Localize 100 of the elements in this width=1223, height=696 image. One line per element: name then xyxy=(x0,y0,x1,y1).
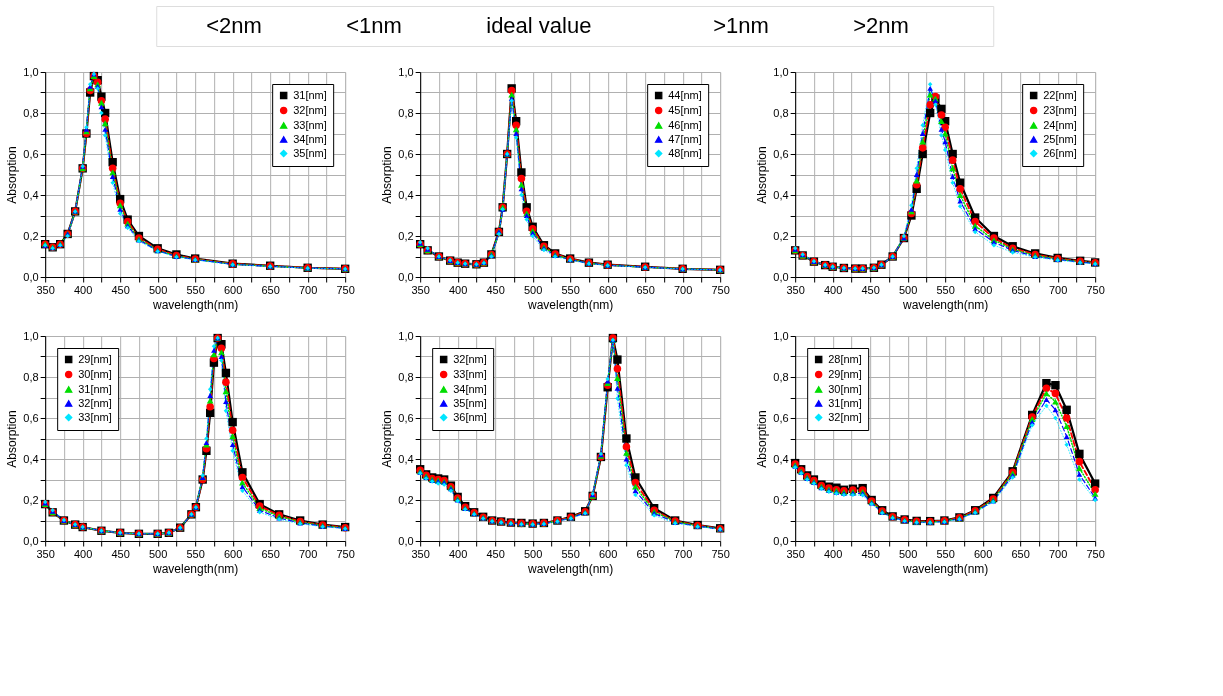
y-tick-label: 1,0 xyxy=(773,329,789,342)
y-tick-label: 1,0 xyxy=(773,65,789,78)
y-axis-title: Absorption xyxy=(5,410,20,468)
y-tick-label: 0,0 xyxy=(23,534,39,547)
y-axis-title: Absorption xyxy=(755,410,770,468)
y-axis-title: Absorption xyxy=(380,146,395,204)
x-tick-label: 550 xyxy=(186,283,205,296)
y-tick-label: 0,4 xyxy=(23,188,39,201)
legend-label: 32[nm] xyxy=(453,352,487,365)
text: ideal value xyxy=(486,13,592,38)
y-tick-label: 1,0 xyxy=(398,329,414,342)
y-tick-label: 0,6 xyxy=(398,411,414,424)
x-tick-label: 550 xyxy=(561,283,580,296)
y-tick-label: 1,0 xyxy=(23,329,39,342)
x-tick-label: 650 xyxy=(636,283,655,296)
y-tick-label: 0,2 xyxy=(773,493,789,506)
legend-label: 33[nm] xyxy=(453,367,487,380)
x-tick-label: 500 xyxy=(148,283,168,296)
x-axis-title: wavelength(nm) xyxy=(151,561,239,576)
x-tick-label: 750 xyxy=(1086,547,1105,560)
legend-label: 23[nm] xyxy=(1043,103,1077,116)
legend-label: 44[nm] xyxy=(668,88,702,101)
x-tick-label: 750 xyxy=(336,283,355,296)
x-tick-label: 550 xyxy=(936,547,955,560)
x-tick-label: 550 xyxy=(561,547,580,560)
legend-label: 31[nm] xyxy=(293,88,327,101)
x-tick-label: 450 xyxy=(861,547,880,560)
x-tick-label: 750 xyxy=(711,547,730,560)
x-tick-label: 700 xyxy=(673,547,693,560)
x-tick-label: 600 xyxy=(598,283,618,296)
x-tick-label: 450 xyxy=(111,283,130,296)
x-axis-title: wavelength(nm) xyxy=(526,297,614,312)
x-tick-label: 700 xyxy=(1048,283,1068,296)
y-tick-label: 0,0 xyxy=(23,270,39,283)
y-tick-label: 0,0 xyxy=(398,270,414,283)
x-tick-label: 350 xyxy=(36,547,55,560)
x-tick-label: 750 xyxy=(336,547,355,560)
legend-label: 30[nm] xyxy=(78,367,112,380)
y-axis-title: Absorption xyxy=(5,146,20,204)
x-axis-title: wavelength(nm) xyxy=(901,297,989,312)
text: <1nm xyxy=(346,13,402,38)
legend-label: 28[nm] xyxy=(828,352,862,365)
y-tick-label: 0,2 xyxy=(398,493,414,506)
legend-label: 35[nm] xyxy=(453,396,487,409)
x-tick-label: 350 xyxy=(786,283,805,296)
x-tick-label: 750 xyxy=(1086,283,1105,296)
legend-label: 45[nm] xyxy=(668,103,702,116)
x-tick-label: 650 xyxy=(261,547,280,560)
legend-label: 24[nm] xyxy=(1043,118,1077,131)
x-tick-label: 750 xyxy=(711,283,730,296)
y-tick-label: 0,6 xyxy=(23,411,39,424)
y-tick-label: 0,0 xyxy=(398,534,414,547)
x-tick-label: 400 xyxy=(448,283,468,296)
legend-label: 46[nm] xyxy=(668,118,702,131)
x-tick-label: 550 xyxy=(186,547,205,560)
legend-label: 33[nm] xyxy=(293,118,327,131)
x-tick-label: 600 xyxy=(223,547,243,560)
y-tick-label: 0,4 xyxy=(398,452,414,465)
x-tick-label: 400 xyxy=(73,283,93,296)
y-tick-label: 0,8 xyxy=(773,106,789,119)
y-tick-label: 1,0 xyxy=(398,65,414,78)
x-tick-label: 400 xyxy=(823,547,843,560)
x-tick-label: 350 xyxy=(36,283,55,296)
x-tick-label: 600 xyxy=(598,547,618,560)
x-tick-label: 350 xyxy=(786,547,805,560)
legend-label: 32[nm] xyxy=(828,410,862,423)
y-tick-label: 1,0 xyxy=(23,65,39,78)
x-tick-label: 550 xyxy=(936,283,955,296)
y-tick-label: 0,2 xyxy=(773,229,789,242)
legend-label: 22[nm] xyxy=(1043,88,1077,101)
x-tick-label: 400 xyxy=(823,283,843,296)
y-tick-label: 0,4 xyxy=(773,188,789,201)
legend-label: 30[nm] xyxy=(828,382,862,395)
x-tick-label: 350 xyxy=(411,283,430,296)
y-tick-label: 0,8 xyxy=(23,106,39,119)
x-tick-label: 400 xyxy=(448,547,468,560)
x-tick-label: 450 xyxy=(486,547,505,560)
y-tick-label: 0,4 xyxy=(773,452,789,465)
x-tick-label: 500 xyxy=(523,547,543,560)
y-tick-label: 0,6 xyxy=(398,147,414,160)
x-tick-label: 650 xyxy=(1011,547,1030,560)
x-tick-label: 700 xyxy=(298,547,318,560)
y-tick-label: 0,2 xyxy=(398,229,414,242)
legend-label: 47[nm] xyxy=(668,132,702,145)
y-tick-label: 0,0 xyxy=(773,534,789,547)
legend-label: 31[nm] xyxy=(828,396,862,409)
x-axis-title: wavelength(nm) xyxy=(901,561,989,576)
legend-label: 29[nm] xyxy=(78,352,112,365)
legend-label: 31[nm] xyxy=(78,382,112,395)
legend-label: 48[nm] xyxy=(668,146,702,159)
y-tick-label: 0,2 xyxy=(23,229,39,242)
legend-label: 36[nm] xyxy=(453,410,487,423)
x-tick-label: 700 xyxy=(298,283,318,296)
y-tick-label: 0,4 xyxy=(23,452,39,465)
legend-label: 35[nm] xyxy=(293,146,327,159)
y-tick-label: 0,8 xyxy=(398,106,414,119)
y-tick-label: 0,4 xyxy=(398,188,414,201)
x-tick-label: 500 xyxy=(148,547,168,560)
x-tick-label: 650 xyxy=(261,283,280,296)
legend-label: 32[nm] xyxy=(293,103,327,116)
